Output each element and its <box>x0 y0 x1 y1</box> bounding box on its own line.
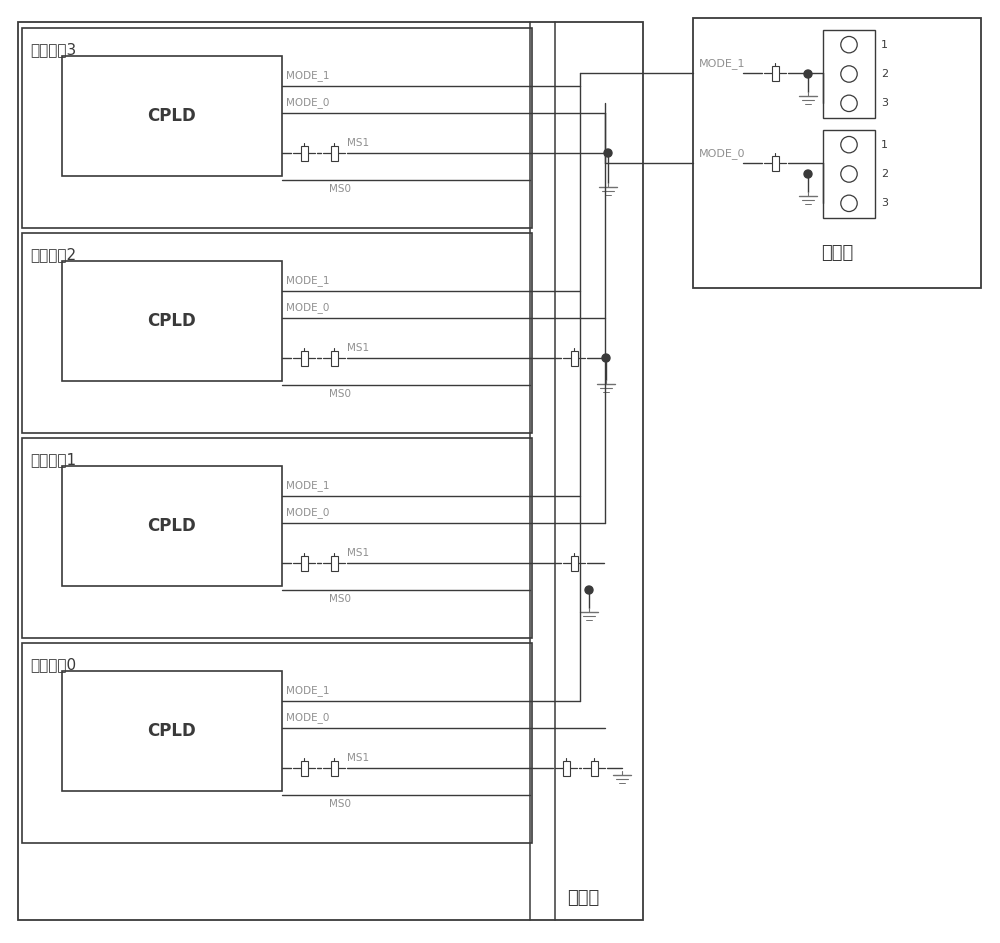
Bar <box>562 760 570 775</box>
Circle shape <box>804 70 812 78</box>
Text: MODE_0: MODE_0 <box>286 712 329 723</box>
Bar <box>22 643 532 843</box>
Bar <box>772 65 778 80</box>
Bar <box>62 466 282 586</box>
Text: 计算节点2: 计算节点2 <box>30 247 76 262</box>
Text: 计算节点0: 计算节点0 <box>30 657 76 672</box>
Bar <box>22 28 532 228</box>
Text: MODE_1: MODE_1 <box>286 480 330 491</box>
Bar <box>62 261 282 381</box>
Bar <box>330 145 338 160</box>
Text: MS1: MS1 <box>347 343 369 353</box>
Circle shape <box>604 149 612 157</box>
Bar <box>570 351 578 366</box>
Text: MS1: MS1 <box>347 138 369 148</box>
Text: MODE_0: MODE_0 <box>699 148 746 159</box>
Bar <box>62 56 282 176</box>
Circle shape <box>804 170 812 178</box>
Bar <box>590 760 598 775</box>
Text: CPLD: CPLD <box>148 312 196 330</box>
Bar <box>18 22 643 920</box>
Text: MODE_1: MODE_1 <box>286 686 330 696</box>
Text: MS0: MS0 <box>329 594 351 604</box>
Text: MS0: MS0 <box>329 389 351 399</box>
Bar <box>22 438 532 638</box>
Text: MS1: MS1 <box>347 753 369 763</box>
Text: 计算节点1: 计算节点1 <box>30 453 76 468</box>
Bar <box>570 555 578 571</box>
Text: 1: 1 <box>881 40 888 50</box>
Bar <box>300 760 308 775</box>
Bar <box>300 145 308 160</box>
Bar <box>772 156 778 171</box>
Text: CPLD: CPLD <box>148 517 196 535</box>
Text: MODE_1: MODE_1 <box>286 275 330 286</box>
Text: MODE_0: MODE_0 <box>286 302 329 313</box>
Bar <box>330 351 338 366</box>
Text: CPLD: CPLD <box>148 722 196 740</box>
Text: 3: 3 <box>881 198 888 208</box>
Text: 1: 1 <box>881 140 888 150</box>
Bar <box>823 130 875 218</box>
Bar <box>330 760 338 775</box>
Text: 计算节点3: 计算节点3 <box>30 42 76 58</box>
Bar <box>823 30 875 118</box>
Bar <box>300 555 308 571</box>
Circle shape <box>585 586 593 594</box>
Text: 2: 2 <box>881 169 888 179</box>
Text: MODE_1: MODE_1 <box>286 70 330 81</box>
Text: 中背板: 中背板 <box>567 889 599 907</box>
Circle shape <box>602 354 610 362</box>
Text: MS0: MS0 <box>329 184 351 194</box>
Text: MODE_1: MODE_1 <box>699 58 746 69</box>
Bar <box>22 233 532 433</box>
Text: MS0: MS0 <box>329 799 351 809</box>
Bar <box>330 555 338 571</box>
Text: MODE_0: MODE_0 <box>286 97 329 108</box>
Bar <box>300 351 308 366</box>
Text: 管理板: 管理板 <box>821 244 853 262</box>
Text: MS1: MS1 <box>347 548 369 558</box>
Bar <box>62 671 282 791</box>
Text: MODE_0: MODE_0 <box>286 507 329 518</box>
Text: 3: 3 <box>881 98 888 108</box>
Text: CPLD: CPLD <box>148 107 196 125</box>
Text: 2: 2 <box>881 69 888 79</box>
Bar <box>693 18 981 288</box>
